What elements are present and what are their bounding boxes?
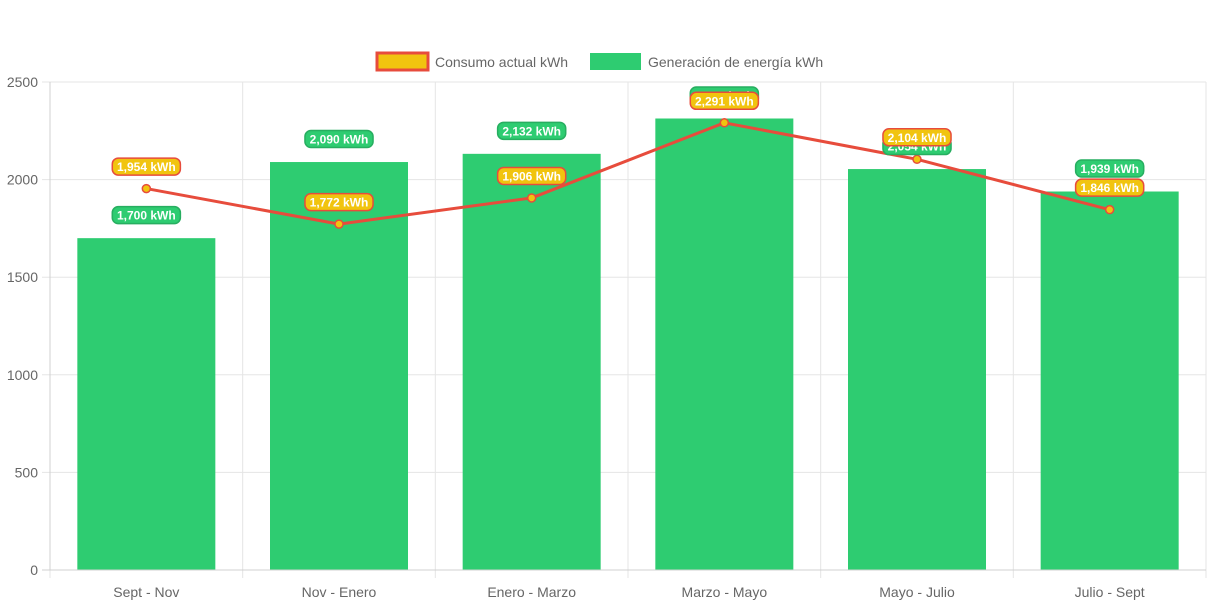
line-data-label-bg xyxy=(1074,178,1145,197)
bar-data-label-text: 2,090 kWh xyxy=(310,133,369,147)
line-data-label-bg xyxy=(304,192,374,212)
y-tick-label: 2000 xyxy=(7,172,38,188)
bar xyxy=(1040,191,1179,570)
x-tick-label: Enero - Marzo xyxy=(487,584,576,600)
bar xyxy=(77,238,216,570)
legend-item-generacion[interactable]: Generación de energía kWh xyxy=(590,53,823,70)
bar-data-label: 1,939 kWh xyxy=(1074,159,1145,178)
line-point xyxy=(141,183,152,194)
line-data-label-text: 1,954 kWh xyxy=(117,160,176,174)
line-data-label: 1,906 kWh xyxy=(496,166,567,186)
legend[interactable]: Consumo actual kWh Generación de energía … xyxy=(375,51,823,72)
bar-data-label: 2,090 kWh xyxy=(304,129,374,149)
line-series xyxy=(141,118,1115,229)
line-data-label-text: 2,291 kWh xyxy=(695,94,754,108)
bar-data-label-text: 1,700 kWh xyxy=(117,209,176,223)
line-point xyxy=(912,154,922,165)
line-data-label-text: 1,846 kWh xyxy=(1080,181,1139,195)
line-data-label: 2,291 kWh xyxy=(689,91,760,111)
line-point xyxy=(719,118,730,128)
bar-data-label-bg xyxy=(496,121,567,141)
bar-data-label-bg xyxy=(304,129,374,149)
line-data-label: 1,772 kWh xyxy=(304,192,374,212)
y-tick-label: 0 xyxy=(30,562,38,578)
line-point xyxy=(1104,204,1115,215)
line-data-label-bg xyxy=(111,157,182,176)
bar xyxy=(848,169,986,570)
bar-data-label-bg xyxy=(1074,159,1145,178)
bar xyxy=(655,118,794,570)
bar xyxy=(462,153,601,570)
line-data-label-bg xyxy=(882,128,952,147)
bar-data-label-text: 1,939 kWh xyxy=(1080,162,1139,176)
x-tick-label: Marzo - Mayo xyxy=(682,584,768,600)
line-data-label-text: 1,906 kWh xyxy=(502,169,561,183)
y-tick-label: 1000 xyxy=(7,367,38,383)
legend-label-generacion: Generación de energía kWh xyxy=(648,54,823,70)
legend-label-consumo: Consumo actual kWh xyxy=(435,54,568,70)
line-data-label-bg xyxy=(689,91,760,111)
line-data-label: 2,104 kWh xyxy=(882,128,952,147)
line-point xyxy=(334,219,344,229)
legend-swatch-consumo xyxy=(375,51,430,72)
line-data-label: 1,954 kWh xyxy=(111,157,182,176)
bar-data-label-bg xyxy=(111,205,182,225)
grid-lines xyxy=(42,81,1207,578)
bar xyxy=(270,162,408,571)
line-point xyxy=(526,193,537,203)
x-tick-label: Julio - Sept xyxy=(1075,584,1145,600)
line-data-label-text: 1,772 kWh xyxy=(310,196,369,210)
y-tick-label: 2500 xyxy=(7,74,38,90)
y-tick-label: 500 xyxy=(15,464,39,480)
bar-series xyxy=(77,118,1179,571)
bar-data-label: 2,132 kWh xyxy=(496,121,567,141)
line-path xyxy=(146,121,1111,226)
legend-item-consumo[interactable]: Consumo actual kWh xyxy=(375,51,568,72)
x-tick-label: Nov - Enero xyxy=(302,584,377,600)
line-data-label-text: 2,104 kWh xyxy=(888,131,947,145)
line-data-label-bg xyxy=(496,166,567,186)
bar-data-label-text: 2,132 kWh xyxy=(502,124,561,138)
x-tick-label: Mayo - Julio xyxy=(879,584,955,600)
x-tick-label: Sept - Nov xyxy=(113,584,179,600)
axes: 0 500 1000 1500 2000 2500 Sept - Nov Nov - Ener… xyxy=(7,74,1206,600)
y-tick-label: 1500 xyxy=(7,269,38,285)
bar-data-label: 1,700 kWh xyxy=(111,205,182,225)
legend-swatch-generacion xyxy=(590,53,641,70)
line-data-label: 1,846 kWh xyxy=(1074,178,1145,197)
